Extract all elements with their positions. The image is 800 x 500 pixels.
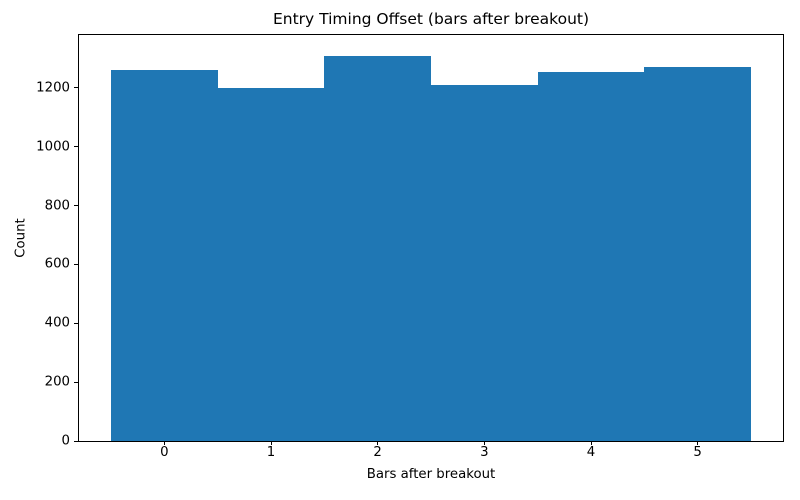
- x-tick-label: 5: [693, 445, 702, 460]
- x-tick-label: 4: [586, 445, 596, 460]
- x-tick-label: 1: [266, 445, 276, 460]
- histogram-bar: [644, 67, 751, 441]
- y-tick-label: 800: [44, 197, 70, 213]
- x-tick-mark: [483, 441, 485, 445]
- chart-title: Entry Timing Offset (bars after breakout…: [272, 10, 590, 28]
- x-tick-mark: [590, 441, 592, 445]
- x-tick-label: 0: [160, 445, 169, 460]
- y-tick-mark: [74, 146, 78, 148]
- x-tick-label: 2: [373, 445, 382, 460]
- x-axis-label: Bars after breakout: [366, 467, 496, 482]
- y-tick-label: 1200: [36, 80, 70, 96]
- x-tick-mark: [697, 441, 699, 445]
- y-tick-mark: [74, 87, 78, 89]
- x-tick-mark: [163, 441, 165, 445]
- y-tick-label: 600: [44, 256, 70, 272]
- histogram-bar: [324, 55, 431, 441]
- y-tick-label: 400: [44, 315, 70, 331]
- y-tick-label: 200: [44, 374, 70, 390]
- histogram-bar: [431, 85, 538, 441]
- histogram-bar: [111, 70, 218, 441]
- y-tick-mark: [74, 205, 78, 207]
- y-tick-label: 1000: [36, 139, 70, 155]
- y-tick-mark: [74, 322, 78, 324]
- y-tick-mark: [74, 440, 78, 442]
- y-tick-mark: [74, 381, 78, 383]
- y-tick-label: 0: [61, 433, 70, 449]
- y-tick-mark: [74, 263, 78, 265]
- plot-area: 0 1 2 3 4 5 0 200 400 600 800 1000 1200: [36, 34, 784, 459]
- y-axis-label: Count: [13, 218, 29, 258]
- histogram-bar: [537, 71, 645, 441]
- x-tick-mark: [377, 441, 379, 445]
- x-tick-mark: [270, 441, 272, 445]
- histogram-bar: [217, 87, 325, 441]
- x-tick-label: 3: [480, 445, 489, 460]
